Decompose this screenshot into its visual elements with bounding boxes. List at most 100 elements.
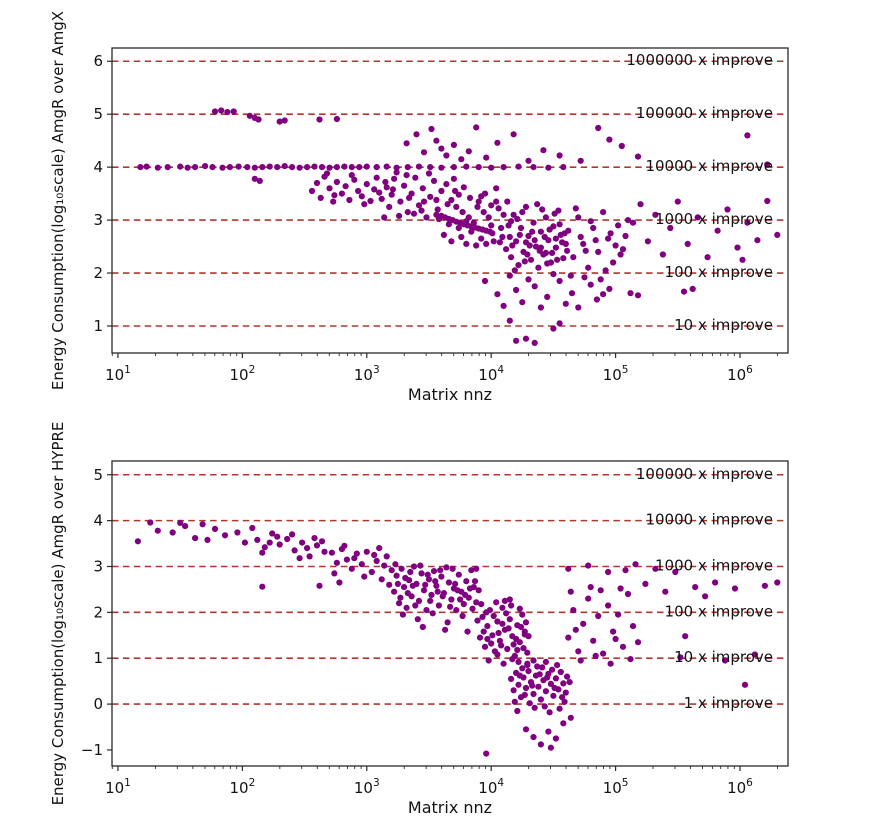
data-point (443, 152, 450, 159)
data-point (211, 525, 219, 533)
data-point (617, 251, 624, 258)
data-point (587, 218, 594, 225)
data-point (355, 187, 362, 195)
data-point (519, 299, 526, 306)
data-point (519, 209, 526, 216)
data-point (531, 283, 538, 290)
data-point (504, 198, 511, 205)
data-point (615, 611, 622, 618)
data-point (299, 539, 306, 546)
data-point (381, 562, 388, 569)
data-point (546, 709, 553, 716)
x-tick-exponent: 2 (249, 777, 256, 789)
y-tick-label: 0 (93, 695, 103, 713)
data-point (537, 244, 545, 251)
gridline-label: 10000 x improve (645, 157, 773, 175)
data-point (519, 665, 526, 672)
data-point (652, 211, 659, 218)
data-point (420, 198, 428, 205)
data-point (542, 688, 550, 695)
data-point (607, 230, 614, 237)
data-point (522, 335, 530, 342)
data-point (427, 164, 434, 171)
data-point (513, 635, 520, 643)
data-point (536, 671, 543, 678)
data-point (500, 164, 507, 171)
data-point (606, 136, 613, 143)
y-tick-label: 3 (93, 211, 103, 229)
data-point (488, 164, 495, 171)
data-point (545, 728, 552, 735)
data-point (341, 542, 348, 549)
data-point (627, 656, 634, 663)
data-point (534, 201, 541, 208)
data-point (465, 148, 472, 155)
data-point (409, 582, 416, 589)
data-point (376, 189, 383, 196)
data-point (383, 184, 390, 191)
data-point (530, 219, 537, 226)
data-point (311, 163, 318, 170)
data-point (443, 181, 450, 188)
data-point (473, 242, 480, 249)
data-point (516, 672, 523, 679)
data-point (154, 527, 161, 534)
data-point (582, 247, 589, 254)
data-point (490, 238, 497, 245)
data-point (581, 274, 588, 281)
data-point (420, 149, 428, 156)
data-point (570, 607, 577, 614)
data-point (475, 198, 482, 205)
data-point (525, 232, 532, 240)
data-point (500, 302, 507, 309)
data-point (504, 645, 511, 653)
data-point (177, 163, 184, 170)
data-point (234, 529, 241, 536)
data-point (468, 567, 475, 574)
data-point (515, 163, 522, 170)
y-tick-label: 5 (93, 466, 103, 484)
x-tick-exponent: 2 (249, 364, 256, 376)
x-axis-label: Matrix nnz (408, 385, 492, 404)
data-point (448, 596, 455, 603)
gridline-label: 1000 x improve (655, 210, 773, 228)
data-point (333, 115, 340, 123)
y-tick-label: 1 (93, 649, 103, 667)
data-point (481, 277, 489, 285)
data-point (535, 264, 542, 271)
data-point (330, 198, 337, 205)
y-axis-label: Energy Consumption(log₁₀scale) AmgR over… (49, 11, 67, 390)
data-point (447, 603, 454, 610)
data-point (544, 674, 551, 681)
x-tick-label: 103 (354, 777, 380, 797)
data-point (513, 337, 520, 344)
data-point (600, 209, 607, 216)
data-point (605, 235, 612, 242)
y-tick-label: 1 (93, 317, 103, 335)
data-point (731, 585, 739, 592)
gridline-label: 10 x improve (674, 648, 773, 666)
data-point (597, 587, 604, 594)
data-point (455, 224, 462, 232)
data-point (499, 233, 506, 241)
data-point (525, 276, 532, 283)
data-point (417, 562, 424, 569)
data-point (535, 683, 542, 690)
data-point (404, 209, 411, 216)
x-tick-label: 104 (478, 364, 504, 384)
data-point (388, 567, 395, 574)
data-point (493, 185, 500, 192)
data-point (434, 206, 441, 213)
x-tick-exponent: 4 (497, 364, 504, 376)
data-point (428, 125, 435, 133)
data-point (559, 694, 566, 701)
y-tick-label: 6 (93, 52, 103, 70)
x-tick-label: 101 (105, 364, 131, 384)
data-point (674, 198, 681, 205)
data-point (356, 164, 363, 171)
y-tick-label: 2 (93, 603, 103, 621)
data-point (415, 597, 423, 605)
data-point (218, 107, 225, 114)
data-point (592, 652, 599, 660)
